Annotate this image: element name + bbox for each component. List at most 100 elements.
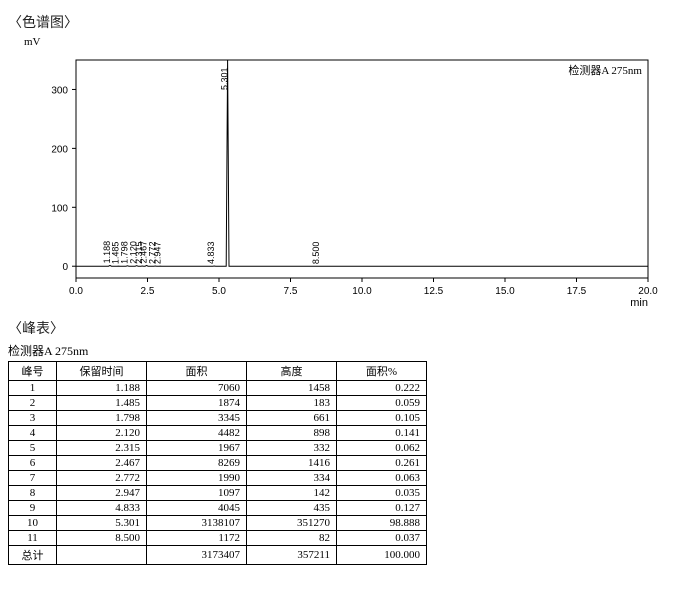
table-cell: 183 xyxy=(247,396,337,411)
table-row: 62.467826914160.261 xyxy=(9,456,427,471)
peak-label: 8.500 xyxy=(311,242,321,265)
table-row: 11.188706014580.222 xyxy=(9,381,427,396)
table-cell: 4045 xyxy=(147,501,247,516)
peak-table-header-row: 峰号保留时间面积高度面积% xyxy=(9,362,427,381)
table-cell: 332 xyxy=(247,441,337,456)
svg-text:300: 300 xyxy=(51,85,68,96)
table-cell: 351270 xyxy=(247,516,337,531)
table-row: 72.77219903340.063 xyxy=(9,471,427,486)
peak-label: 5.301 xyxy=(220,67,230,90)
table-cell: 0.063 xyxy=(337,471,427,486)
table-cell: 2.947 xyxy=(57,486,147,501)
table-cell: 8 xyxy=(9,486,57,501)
table-cell: 11 xyxy=(9,531,57,546)
peak-table-body: 11.188706014580.22221.48518741830.05931.… xyxy=(9,381,427,565)
table-cell: 1.188 xyxy=(57,381,147,396)
table-row: 31.79833456610.105 xyxy=(9,411,427,426)
table-cell: 7 xyxy=(9,471,57,486)
table-cell: 661 xyxy=(247,411,337,426)
svg-text:15.0: 15.0 xyxy=(495,286,515,297)
svg-text:0.0: 0.0 xyxy=(69,286,83,297)
table-cell: 898 xyxy=(247,426,337,441)
table-cell: 2.467 xyxy=(57,456,147,471)
table-cell: 1416 xyxy=(247,456,337,471)
table-row: 105.301313810735127098.888 xyxy=(9,516,427,531)
table-cell: 0.062 xyxy=(337,441,427,456)
table-cell: 0.037 xyxy=(337,531,427,546)
table-cell: 2 xyxy=(9,396,57,411)
table-cell: 2.772 xyxy=(57,471,147,486)
table-cell: 1097 xyxy=(147,486,247,501)
table-cell: 1990 xyxy=(147,471,247,486)
peak-table: 峰号保留时间面积高度面积% 11.188706014580.22221.4851… xyxy=(8,361,427,565)
table-cell: 10 xyxy=(9,516,57,531)
table-cell: 2.315 xyxy=(57,441,147,456)
table-cell: 357211 xyxy=(247,546,337,565)
table-cell: 1172 xyxy=(147,531,247,546)
chromatogram-chart: 01002003000.02.55.07.510.012.515.017.520… xyxy=(32,50,675,310)
table-total-row: 总计 3173407357211100.000 xyxy=(9,546,427,565)
table-cell: 0.059 xyxy=(337,396,427,411)
table-cell: 1967 xyxy=(147,441,247,456)
table-row: 21.48518741830.059 xyxy=(9,396,427,411)
table-cell: 9 xyxy=(9,501,57,516)
col-header: 保留时间 xyxy=(57,362,147,381)
table-cell: 1.798 xyxy=(57,411,147,426)
svg-text:10.0: 10.0 xyxy=(352,286,372,297)
svg-text:12.5: 12.5 xyxy=(424,286,444,297)
table-cell: 3138107 xyxy=(147,516,247,531)
table-cell: 98.888 xyxy=(337,516,427,531)
table-cell: 435 xyxy=(247,501,337,516)
svg-text:17.5: 17.5 xyxy=(567,286,587,297)
table-cell: 6 xyxy=(9,456,57,471)
table-cell: 0.127 xyxy=(337,501,427,516)
svg-text:100: 100 xyxy=(51,203,68,214)
col-header: 面积% xyxy=(337,362,427,381)
peak-label: 2.947 xyxy=(152,242,162,265)
table-cell: 0.261 xyxy=(337,456,427,471)
chromatogram-svg: 01002003000.02.55.07.510.012.515.017.520… xyxy=(32,50,662,310)
table-cell: 5 xyxy=(9,441,57,456)
table-cell: 3345 xyxy=(147,411,247,426)
svg-text:min: min xyxy=(630,297,648,309)
table-cell: 100.000 xyxy=(337,546,427,565)
table-cell: 7060 xyxy=(147,381,247,396)
table-cell: 3173407 xyxy=(147,546,247,565)
svg-text:200: 200 xyxy=(51,144,68,155)
table-cell: 4.833 xyxy=(57,501,147,516)
svg-text:检测器A 275nm: 检测器A 275nm xyxy=(568,63,642,77)
svg-text:0: 0 xyxy=(62,262,68,273)
table-cell: 0.222 xyxy=(337,381,427,396)
peak-label: 4.833 xyxy=(206,241,216,264)
table-cell: 8.500 xyxy=(57,531,147,546)
peak-table-title: 〈峰表〉 xyxy=(8,318,675,338)
table-cell xyxy=(57,546,147,565)
table-row: 52.31519673320.062 xyxy=(9,441,427,456)
chromatogram-title: 〈色谱图〉 xyxy=(8,12,675,32)
col-header: 峰号 xyxy=(9,362,57,381)
table-cell: 5.301 xyxy=(57,516,147,531)
svg-text:7.5: 7.5 xyxy=(284,286,298,297)
table-cell: 82 xyxy=(247,531,337,546)
svg-text:20.0: 20.0 xyxy=(638,286,658,297)
col-header: 高度 xyxy=(247,362,337,381)
table-row: 42.12044828980.141 xyxy=(9,426,427,441)
table-cell: 1.485 xyxy=(57,396,147,411)
table-cell: 142 xyxy=(247,486,337,501)
y-axis-unit: mV xyxy=(24,36,675,48)
table-cell: 1 xyxy=(9,381,57,396)
table-row: 82.94710971420.035 xyxy=(9,486,427,501)
table-cell: 0.141 xyxy=(337,426,427,441)
table-row: 118.5001172820.037 xyxy=(9,531,427,546)
detector-subtitle: 检测器A 275nm xyxy=(8,342,675,359)
svg-text:5.0: 5.0 xyxy=(212,286,226,297)
table-cell: 总计 xyxy=(9,546,57,565)
table-cell: 4482 xyxy=(147,426,247,441)
table-cell: 0.035 xyxy=(337,486,427,501)
table-cell: 4 xyxy=(9,426,57,441)
table-cell: 1874 xyxy=(147,396,247,411)
table-cell: 2.120 xyxy=(57,426,147,441)
col-header: 面积 xyxy=(147,362,247,381)
table-cell: 8269 xyxy=(147,456,247,471)
table-row: 94.83340454350.127 xyxy=(9,501,427,516)
